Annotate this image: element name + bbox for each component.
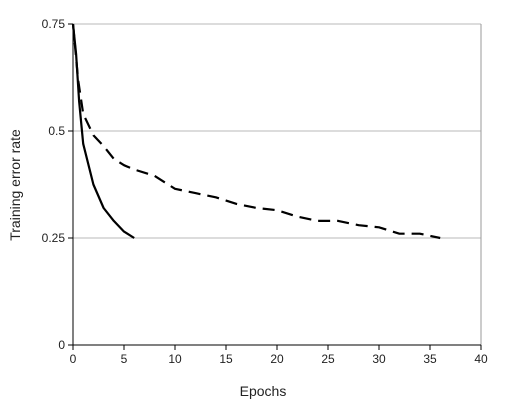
y-tick-label: 0.75 <box>42 17 66 31</box>
x-tick-label: 20 <box>270 352 284 366</box>
gridlines <box>73 23 482 345</box>
x-tick-label: 0 <box>70 352 77 366</box>
tick-labels: 0 5 10 15 20 25 30 35 40 0 0.25 0.5 0.75 <box>42 17 488 366</box>
y-tick-label: 0.25 <box>42 231 66 245</box>
x-tick-label: 35 <box>423 352 437 366</box>
y-axis-label: Training error rate <box>7 129 23 241</box>
series-line-dashed <box>71 23 441 240</box>
axes <box>68 23 482 350</box>
series-lines <box>71 23 441 240</box>
x-tick-label: 25 <box>321 352 335 366</box>
x-tick-label: 40 <box>474 352 488 366</box>
x-axis-label: Epochs <box>240 383 287 399</box>
y-tick-label: 0.5 <box>48 124 65 138</box>
y-tick-label: 0 <box>58 338 65 352</box>
x-tick-label: 5 <box>121 352 128 366</box>
x-tick-label: 30 <box>372 352 386 366</box>
x-tick-label: 10 <box>168 352 182 366</box>
x-tick-label: 15 <box>219 352 233 366</box>
